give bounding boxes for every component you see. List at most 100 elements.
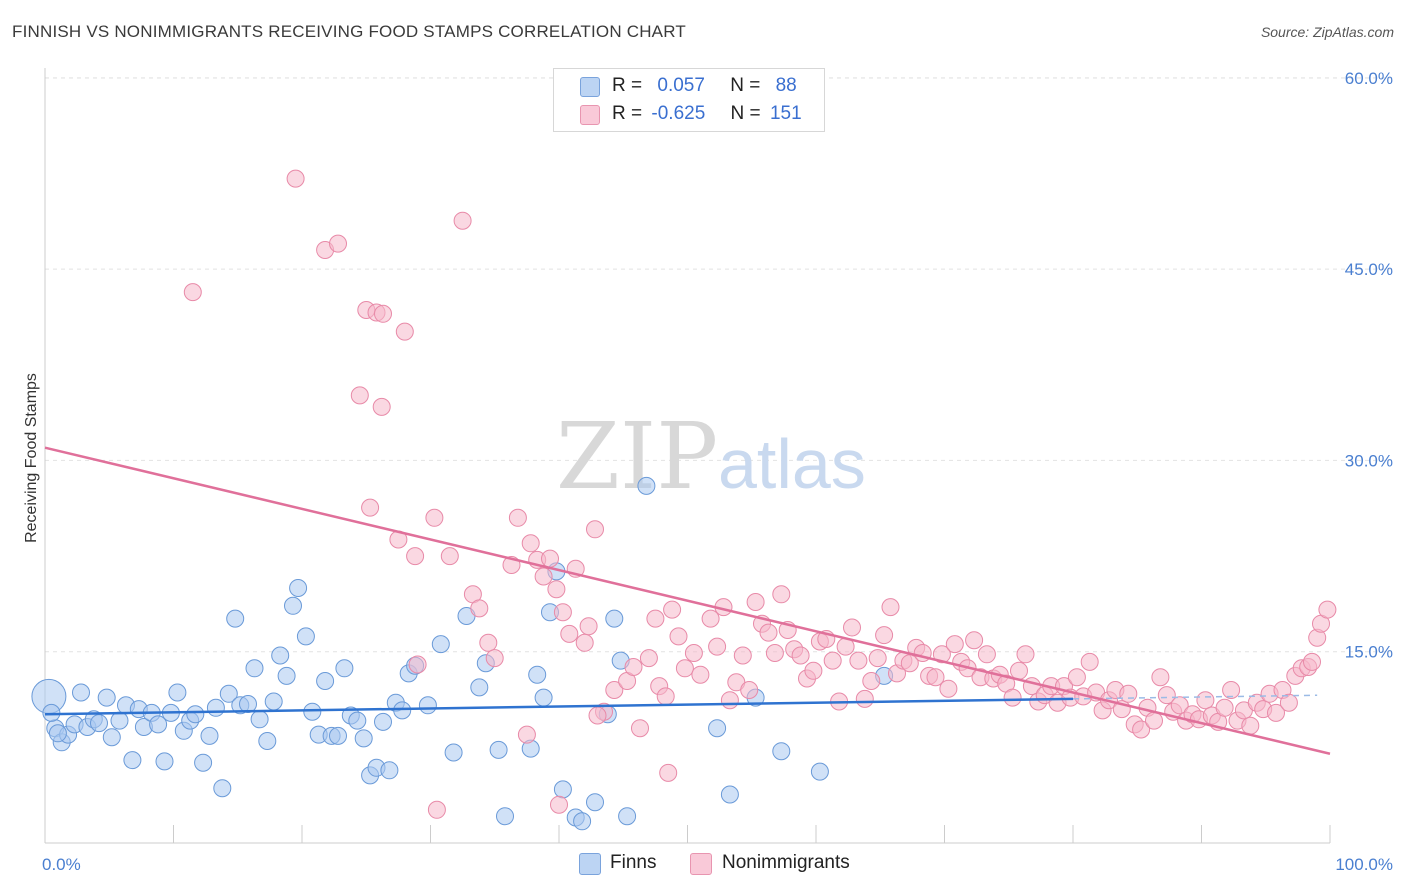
data-point — [646, 609, 665, 628]
data-point — [579, 617, 598, 636]
data-point — [374, 304, 392, 323]
x-tick-label: 100.0% — [1335, 855, 1393, 874]
data-point — [1279, 693, 1298, 712]
trend-line-finns — [44, 697, 1074, 716]
data-point — [110, 711, 129, 730]
data-point — [547, 580, 566, 599]
data-point — [186, 705, 205, 724]
data-point — [586, 793, 604, 812]
data-point — [605, 609, 624, 628]
data-point — [977, 645, 996, 664]
data-point — [286, 169, 305, 188]
data-point — [720, 785, 739, 804]
source-label: Source: ZipAtlas.com — [1260, 24, 1394, 40]
data-point — [264, 692, 283, 711]
data-point — [335, 659, 354, 678]
data-point — [939, 679, 958, 698]
data-point — [329, 234, 347, 253]
data-point — [226, 609, 245, 628]
legend-n-label: N = — [730, 103, 761, 124]
data-point — [155, 752, 174, 771]
data-point — [485, 649, 504, 668]
data-point — [1157, 686, 1176, 705]
legend-swatch-finns — [580, 77, 600, 97]
data-point — [639, 649, 658, 668]
data-point — [1267, 703, 1285, 722]
data-point — [329, 726, 347, 745]
data-point — [701, 609, 720, 628]
data-point — [772, 585, 791, 604]
data-point — [1016, 645, 1035, 664]
data-point — [659, 763, 678, 782]
data-point — [708, 637, 727, 656]
data-point — [90, 714, 108, 733]
data-point — [271, 646, 290, 665]
bottom-legend-swatch-finns — [579, 853, 601, 875]
data-point — [425, 508, 444, 527]
legend-row-finns: R = 0.057 N = 88 — [612, 75, 797, 99]
data-point — [746, 593, 765, 611]
data-point — [945, 635, 964, 654]
data-point — [168, 683, 187, 702]
legend-r-value: -0.625 — [651, 103, 706, 124]
data-point — [440, 547, 459, 566]
data-point — [560, 624, 579, 643]
data-point — [1241, 716, 1260, 735]
data-point — [406, 547, 425, 566]
data-point — [553, 780, 572, 799]
bottom-legend-finns: Finns — [610, 852, 657, 873]
legend-n-value: 151 — [769, 103, 802, 124]
data-point — [534, 688, 553, 707]
data-point — [258, 732, 277, 750]
data-point — [1318, 600, 1337, 619]
data-point — [1145, 711, 1163, 730]
data-point — [303, 702, 322, 721]
legend-row-nonimmigrants: R = -0.625 N = 151 — [612, 103, 802, 127]
data-point — [684, 644, 703, 662]
data-point — [965, 631, 984, 650]
legend-r-label: R = — [612, 75, 643, 96]
data-point — [72, 683, 90, 702]
data-point — [239, 695, 257, 713]
data-point — [669, 627, 688, 646]
data-point — [489, 740, 508, 759]
data-point — [605, 681, 624, 699]
data-point — [1222, 681, 1241, 699]
data-point — [517, 725, 536, 744]
data-point — [284, 596, 302, 615]
data-point — [573, 812, 592, 831]
legend: R = 0.057 N = 88 R = -0.625 N = 151 — [553, 68, 825, 132]
data-point — [289, 579, 308, 597]
data-point — [618, 807, 637, 826]
data-point — [691, 665, 710, 684]
legend-r-value: 0.057 — [657, 75, 705, 96]
bottom-legend-nonimmigrants: Nonimmigrants — [722, 852, 850, 873]
data-point — [393, 701, 412, 720]
data-point — [149, 715, 168, 734]
trend-line-finns-extension — [1072, 694, 1318, 700]
y-tick-label: 45.0% — [1345, 260, 1393, 279]
data-point — [765, 644, 784, 662]
trend-line-nonimmigrants — [44, 446, 1331, 755]
data-point — [380, 761, 399, 780]
data-point — [575, 633, 594, 652]
data-point — [868, 649, 887, 668]
data-point — [316, 672, 335, 690]
data-point — [708, 719, 727, 738]
x-tick-label: 0.0% — [42, 855, 81, 874]
data-point — [479, 633, 498, 652]
legend-n-label: N = — [730, 75, 761, 96]
watermark-atlas: atlas — [718, 425, 866, 503]
chart-title: FINNISH VS NONIMMIGRANTS RECEIVING FOOD … — [12, 22, 686, 41]
legend-n-value: 88 — [775, 75, 797, 96]
data-point — [354, 729, 373, 748]
data-point — [348, 711, 367, 730]
data-point — [470, 678, 489, 697]
data-point — [219, 684, 238, 703]
data-point — [350, 386, 369, 405]
data-point — [631, 719, 649, 738]
data-point — [194, 753, 213, 772]
data-point — [759, 623, 778, 642]
y-tick-label: 30.0% — [1345, 451, 1393, 470]
